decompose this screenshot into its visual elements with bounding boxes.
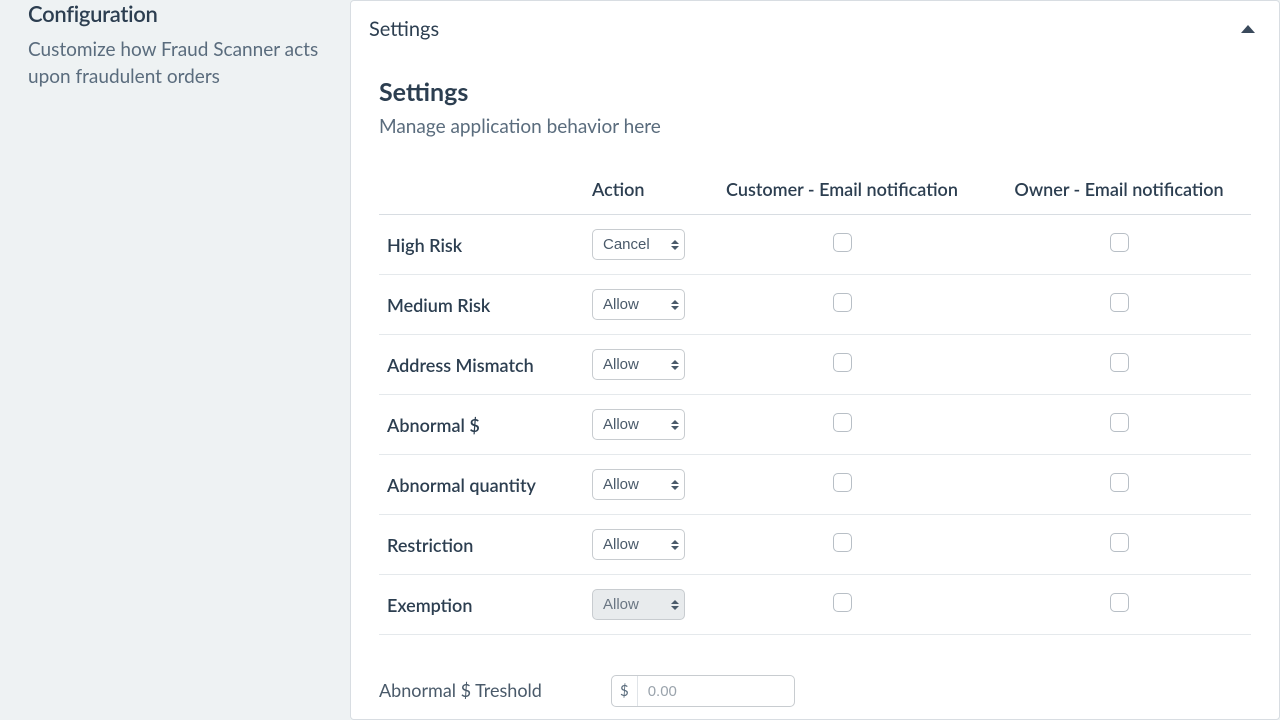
dollar-threshold-input-group: $ bbox=[611, 675, 795, 707]
panel-header-title: Settings bbox=[369, 17, 439, 41]
settings-table: Action Customer - Email notification Own… bbox=[379, 166, 1251, 635]
action-select[interactable]: CancelAllow bbox=[592, 529, 685, 560]
owner-notify-checkbox[interactable] bbox=[1110, 593, 1129, 612]
owner-notify-checkbox[interactable] bbox=[1110, 233, 1129, 252]
owner-notify-checkbox[interactable] bbox=[1110, 293, 1129, 312]
collapse-icon[interactable] bbox=[1241, 25, 1255, 33]
action-select[interactable]: CancelAllow bbox=[592, 469, 685, 500]
action-select-wrapper: CancelAllow bbox=[592, 409, 685, 440]
action-select-wrapper: CancelAllow bbox=[592, 529, 685, 560]
table-row: Exemption CancelAllow bbox=[379, 575, 1251, 635]
owner-notify-checkbox[interactable] bbox=[1110, 533, 1129, 552]
action-select-wrapper: CancelAllow bbox=[592, 589, 685, 620]
col-label-header bbox=[379, 166, 584, 215]
dollar-prefix: $ bbox=[612, 676, 638, 706]
action-select[interactable]: CancelAllow bbox=[592, 409, 685, 440]
action-select[interactable]: CancelAllow bbox=[592, 589, 685, 620]
col-action-header: Action bbox=[584, 166, 697, 215]
table-row: High Risk CancelAllow bbox=[379, 215, 1251, 275]
settings-subheading: Manage application behavior here bbox=[379, 115, 1251, 138]
dollar-threshold-input[interactable] bbox=[638, 676, 795, 706]
action-select-wrapper: CancelAllow bbox=[592, 229, 685, 260]
row-label: High Risk bbox=[387, 234, 462, 256]
table-row: Abnormal quantity CancelAllow bbox=[379, 455, 1251, 515]
table-row: Abnormal $ CancelAllow bbox=[379, 395, 1251, 455]
panel-header[interactable]: Settings bbox=[351, 1, 1279, 57]
config-title: Configuration bbox=[28, 0, 322, 27]
customer-notify-checkbox[interactable] bbox=[833, 473, 852, 492]
dollar-threshold-label: Abnormal $ Treshold bbox=[379, 678, 591, 703]
settings-heading: Settings bbox=[379, 77, 1251, 107]
row-label: Abnormal quantity bbox=[387, 474, 536, 496]
action-select[interactable]: CancelAllow bbox=[592, 289, 685, 320]
owner-notify-checkbox[interactable] bbox=[1110, 413, 1129, 432]
table-row: Address Mismatch CancelAllow bbox=[379, 335, 1251, 395]
settings-panel: Settings Settings Manage application beh… bbox=[350, 0, 1280, 720]
row-label: Medium Risk bbox=[387, 294, 490, 316]
row-label: Address Mismatch bbox=[387, 354, 534, 376]
col-customer-header: Customer - Email notification bbox=[697, 166, 987, 215]
customer-notify-checkbox[interactable] bbox=[833, 353, 852, 372]
action-select-wrapper: CancelAllow bbox=[592, 289, 685, 320]
action-select-wrapper: CancelAllow bbox=[592, 349, 685, 380]
action-select[interactable]: CancelAllow bbox=[592, 229, 685, 260]
row-label: Restriction bbox=[387, 534, 473, 556]
action-select-wrapper: CancelAllow bbox=[592, 469, 685, 500]
table-row: Medium Risk CancelAllow bbox=[379, 275, 1251, 335]
customer-notify-checkbox[interactable] bbox=[833, 233, 852, 252]
table-row: Restriction CancelAllow bbox=[379, 515, 1251, 575]
config-sidebar: Configuration Customize how Fraud Scanne… bbox=[0, 0, 350, 720]
customer-notify-checkbox[interactable] bbox=[833, 593, 852, 612]
customer-notify-checkbox[interactable] bbox=[833, 413, 852, 432]
dollar-threshold-row: Abnormal $ Treshold $ bbox=[379, 675, 1251, 707]
config-description: Customize how Fraud Scanner acts upon fr… bbox=[28, 37, 322, 90]
row-label: Exemption bbox=[387, 594, 472, 616]
owner-notify-checkbox[interactable] bbox=[1110, 473, 1129, 492]
customer-notify-checkbox[interactable] bbox=[833, 533, 852, 552]
owner-notify-checkbox[interactable] bbox=[1110, 353, 1129, 372]
row-label: Abnormal $ bbox=[387, 414, 480, 436]
col-owner-header: Owner - Email notification bbox=[987, 166, 1251, 215]
action-select[interactable]: CancelAllow bbox=[592, 349, 685, 380]
customer-notify-checkbox[interactable] bbox=[833, 293, 852, 312]
